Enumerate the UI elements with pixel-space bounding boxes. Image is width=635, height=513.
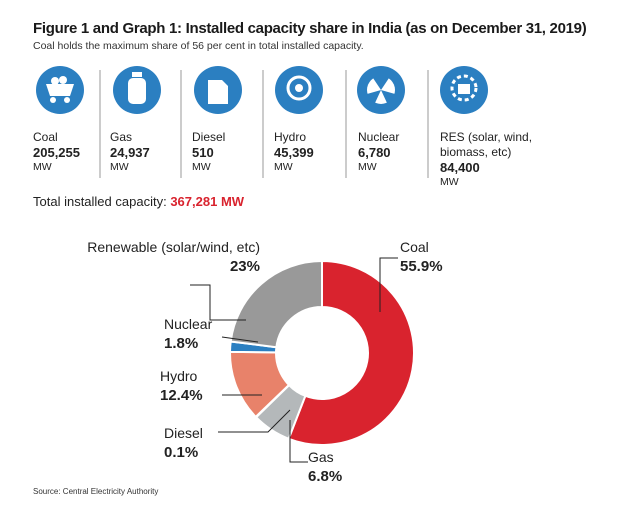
total-label: Total installed capacity: bbox=[33, 194, 167, 209]
capacity-item: Diesel 510 MW bbox=[192, 130, 257, 175]
total-unit: MW bbox=[220, 194, 245, 209]
capacity-item: Gas 24,937 MW bbox=[110, 130, 175, 175]
label: Renewable (solar/wind, etc) 23% bbox=[60, 238, 260, 276]
category: Gas bbox=[308, 449, 334, 465]
donut-slice bbox=[229, 259, 323, 349]
icons bbox=[36, 66, 488, 114]
value-label: 6.8% bbox=[308, 468, 343, 485]
icon-glyphs bbox=[46, 72, 478, 104]
glyph bbox=[64, 97, 70, 103]
glyph bbox=[450, 74, 478, 102]
glyph bbox=[295, 84, 303, 92]
total-number: 367,281 bbox=[170, 194, 218, 209]
leader bbox=[221, 336, 259, 343]
separators bbox=[99, 70, 429, 178]
capacity-name: Diesel bbox=[192, 130, 226, 144]
value-label: 12.4% bbox=[160, 387, 203, 404]
capacity-value: 84,400 bbox=[440, 160, 480, 175]
glyph bbox=[51, 77, 59, 85]
category: Renewable (solar/wind, etc) bbox=[87, 239, 260, 255]
capacity-value: 205,255 bbox=[33, 145, 80, 160]
capacity-item: Coal 205,255 MW bbox=[33, 130, 98, 175]
source: Source: Central Electricity Authority bbox=[33, 487, 159, 496]
total-value: 367,281 MW bbox=[170, 194, 244, 209]
glyph bbox=[208, 80, 228, 104]
glyph bbox=[286, 75, 312, 101]
category: Hydro bbox=[160, 368, 198, 384]
glyph bbox=[59, 76, 67, 84]
capacity-item: Hydro 45,399 MW bbox=[274, 130, 344, 175]
capacity-item: RES (solar, wind, biomass, etc) 84,400 MW bbox=[440, 130, 560, 190]
glyph bbox=[132, 72, 142, 77]
leader bbox=[379, 257, 398, 312]
glyph bbox=[50, 97, 56, 103]
capacity-unit: MW bbox=[358, 161, 377, 173]
label: Coal 55.9% bbox=[400, 238, 443, 276]
label: Nuclear 1.8% bbox=[164, 315, 212, 353]
capacity-unit: MW bbox=[110, 161, 129, 173]
subtitle: Coal holds the maximum share of 56 per c… bbox=[33, 40, 364, 52]
value-label: 1.8% bbox=[164, 335, 199, 352]
capacity-value: 6,780 bbox=[358, 145, 391, 160]
leader bbox=[289, 420, 308, 463]
leaders bbox=[190, 257, 398, 463]
glyph bbox=[367, 75, 395, 103]
capacity-unit: MW bbox=[274, 161, 293, 173]
glyph bbox=[46, 84, 74, 96]
capacity-name: Coal bbox=[33, 130, 58, 144]
value-label: 55.9% bbox=[400, 258, 443, 275]
title: Figure 1 and Graph 1: Installed capacity… bbox=[33, 20, 587, 37]
donut bbox=[228, 259, 415, 446]
leader bbox=[190, 284, 246, 321]
capacity-name: RES (solar, wind, biomass, etc) bbox=[440, 130, 533, 159]
total: Total installed capacity: 367,281 MW bbox=[33, 194, 244, 209]
glyph bbox=[128, 78, 146, 104]
capacity-name: Hydro bbox=[274, 130, 307, 144]
category: Diesel bbox=[164, 425, 203, 441]
capacity-name: Nuclear bbox=[358, 130, 400, 144]
category: Coal bbox=[400, 239, 429, 255]
leader bbox=[218, 409, 291, 433]
capacity-unit: MW bbox=[192, 161, 211, 173]
capacity-name: Gas bbox=[110, 130, 133, 144]
label: Diesel 0.1% bbox=[164, 424, 203, 462]
glyph bbox=[458, 84, 470, 94]
label: Hydro 12.4% bbox=[160, 367, 203, 405]
value-label: 23% bbox=[229, 258, 260, 275]
category: Nuclear bbox=[164, 316, 213, 332]
donut-slice bbox=[287, 259, 415, 446]
capacity-unit: MW bbox=[440, 176, 459, 188]
capacity-value: 510 bbox=[192, 145, 214, 160]
capacity-unit: MW bbox=[33, 161, 52, 173]
capacity-value: 24,937 bbox=[110, 145, 150, 160]
capacity-item: Nuclear 6,780 MW bbox=[358, 130, 423, 175]
label: Gas 6.8% bbox=[308, 448, 342, 486]
value-label: 0.1% bbox=[164, 444, 199, 461]
capacity-value: 45,399 bbox=[274, 145, 314, 160]
